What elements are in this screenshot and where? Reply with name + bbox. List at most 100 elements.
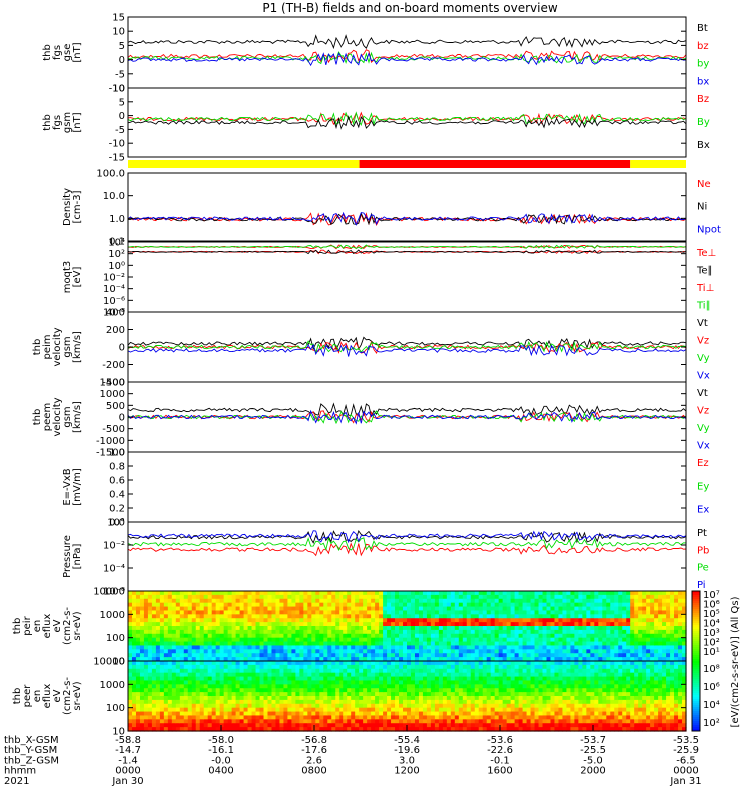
heatmap-cell bbox=[578, 696, 583, 701]
heatmap-cell bbox=[219, 715, 225, 720]
heatmap-cell bbox=[422, 727, 428, 732]
heatmap-cell bbox=[530, 680, 536, 685]
heatmap-cell bbox=[470, 645, 476, 650]
heatmap-cell bbox=[267, 696, 273, 701]
heatmap-cell bbox=[211, 618, 217, 623]
heatmap-cell bbox=[135, 668, 141, 674]
heatmap-cell bbox=[163, 606, 169, 612]
heatmap-cell bbox=[395, 602, 400, 608]
heatmap-cell bbox=[650, 602, 655, 608]
heatmap-cell bbox=[510, 719, 516, 724]
heatmap-cell bbox=[550, 672, 556, 678]
heatmap-cell bbox=[522, 594, 528, 600]
heatmap-cell bbox=[247, 649, 253, 654]
heatmap-cell bbox=[630, 653, 635, 658]
heatmap-cell bbox=[622, 641, 627, 647]
heatmap-cell bbox=[590, 598, 595, 604]
heatmap-cell bbox=[227, 707, 233, 713]
heatmap-cell bbox=[490, 618, 496, 623]
heatmap-cell bbox=[590, 649, 595, 654]
heatmap-cell bbox=[530, 668, 536, 674]
heatmap-cell bbox=[143, 703, 149, 709]
heatmap-cell bbox=[343, 645, 348, 650]
heatmap-cell bbox=[558, 719, 564, 724]
heatmap-cell bbox=[291, 692, 296, 697]
heatmap-cell bbox=[530, 664, 536, 670]
heatmap-cell bbox=[287, 668, 293, 674]
heatmap-cell bbox=[514, 649, 520, 654]
heatmap-cell bbox=[279, 707, 285, 713]
heatmap-cell bbox=[574, 598, 579, 604]
heatmap-cell bbox=[534, 723, 540, 728]
heatmap-cell bbox=[658, 629, 663, 635]
heatmap-cell bbox=[566, 657, 572, 662]
heatmap-cell bbox=[371, 618, 376, 623]
heatmap-cell bbox=[371, 641, 376, 647]
heatmap-cell bbox=[231, 626, 237, 631]
heatmap-cell bbox=[486, 641, 492, 647]
heatmap-cell bbox=[682, 622, 687, 627]
heatmap-cell bbox=[418, 692, 424, 697]
y-axis-label: [eV] bbox=[72, 267, 83, 288]
heatmap-cell bbox=[183, 591, 189, 596]
heatmap-cell bbox=[486, 703, 492, 709]
heatmap-cell bbox=[195, 692, 201, 697]
heatmap-cell bbox=[506, 727, 512, 732]
heatmap-cell bbox=[283, 672, 289, 678]
heatmap-cell bbox=[426, 703, 432, 709]
heatmap-cell bbox=[462, 594, 468, 600]
heatmap-cell bbox=[474, 692, 480, 697]
heatmap-cell bbox=[454, 703, 460, 709]
heatmap-cell bbox=[331, 703, 336, 709]
heatmap-cell bbox=[518, 696, 524, 701]
heatmap-cell bbox=[538, 614, 544, 619]
heatmap-cell bbox=[534, 688, 540, 693]
heatmap-cell bbox=[574, 680, 579, 685]
heatmap-cell bbox=[203, 610, 209, 615]
heatmap-cell bbox=[383, 641, 388, 647]
heatmap-cell bbox=[434, 598, 440, 604]
heatmap-cell bbox=[498, 676, 504, 682]
heatmap-cell bbox=[514, 598, 520, 604]
heatmap-cell bbox=[203, 684, 209, 689]
heatmap-cell bbox=[343, 637, 348, 643]
heatmap-cell bbox=[231, 703, 237, 709]
heatmap-cell bbox=[422, 707, 428, 713]
heatmap-cell bbox=[259, 664, 265, 670]
heatmap-cell bbox=[295, 661, 300, 666]
heatmap-cell bbox=[558, 614, 564, 619]
heatmap-cell bbox=[187, 672, 193, 678]
heatmap-cell bbox=[490, 711, 496, 717]
heatmap-cell bbox=[367, 629, 372, 635]
heatmap-cell bbox=[534, 610, 540, 615]
heatmap-cell bbox=[299, 653, 304, 658]
heatmap-cell bbox=[482, 629, 488, 635]
heatmap-cell bbox=[147, 633, 153, 639]
heatmap-cell bbox=[255, 719, 261, 724]
heatmap-cell bbox=[514, 622, 520, 627]
heatmap-cell bbox=[291, 699, 296, 705]
heatmap-cell bbox=[490, 676, 496, 682]
heatmap-cell bbox=[231, 653, 237, 658]
heatmap-cell bbox=[331, 692, 336, 697]
panel-frame bbox=[127, 521, 687, 592]
heatmap-cell bbox=[454, 727, 460, 732]
heatmap-cell bbox=[682, 591, 687, 596]
heatmap-cell bbox=[418, 664, 424, 670]
heatmap-cell bbox=[219, 626, 225, 631]
heatmap-cell bbox=[275, 606, 281, 612]
heatmap-cell bbox=[538, 641, 544, 647]
heatmap-cell bbox=[207, 723, 213, 728]
heatmap-cell bbox=[610, 657, 615, 662]
heatmap-cell bbox=[179, 626, 185, 631]
heatmap-cell bbox=[279, 703, 285, 709]
legend-entry: by bbox=[697, 59, 709, 70]
heatmap-cell bbox=[590, 653, 595, 658]
heatmap-cell bbox=[638, 645, 643, 650]
heatmap-cell bbox=[179, 727, 185, 732]
heatmap-cell bbox=[606, 610, 611, 615]
heatmap-cell bbox=[323, 618, 328, 623]
heatmap-cell bbox=[466, 653, 472, 658]
heatmap-cell bbox=[379, 684, 384, 689]
